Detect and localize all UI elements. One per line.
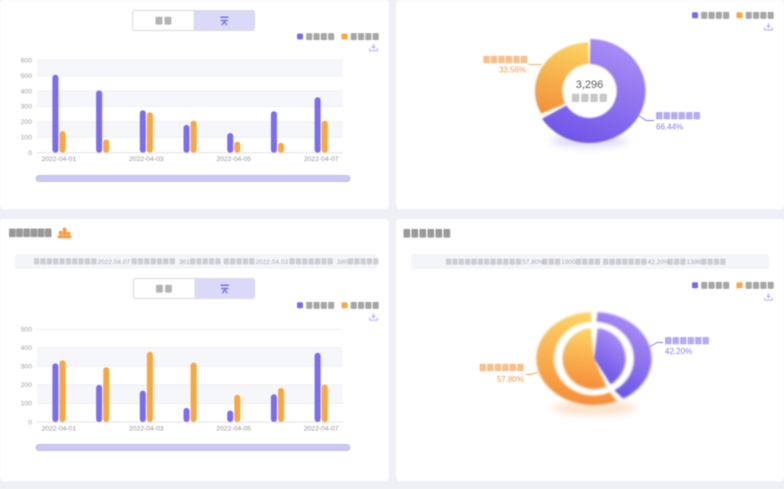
svg-text:100: 100 <box>21 135 33 142</box>
svg-text:600: 600 <box>21 57 33 64</box>
svg-text:1386: 1386 <box>687 259 702 266</box>
svg-text:3,296: 3,296 <box>576 79 604 91</box>
svg-text:300: 300 <box>21 364 33 371</box>
svg-text:500: 500 <box>21 73 33 80</box>
svg-text:33.56%: 33.56% <box>499 66 526 75</box>
svg-text:2022-04-03: 2022-04-03 <box>129 156 164 163</box>
svg-text:2022-04-07: 2022-04-07 <box>304 156 339 163</box>
svg-text:1900: 1900 <box>561 259 576 266</box>
svg-text:200: 200 <box>21 382 33 389</box>
svg-text:100: 100 <box>21 401 33 408</box>
svg-text:2022-04-07: 2022-04-07 <box>304 426 339 433</box>
svg-text:400: 400 <box>21 345 33 352</box>
svg-text:2022-04-05: 2022-04-05 <box>216 156 251 163</box>
svg-text:42.20%: 42.20% <box>665 347 692 356</box>
svg-text:200: 200 <box>21 119 33 126</box>
svg-text:2022-04-01: 2022-04-01 <box>41 156 76 163</box>
svg-text:0: 0 <box>28 150 32 157</box>
svg-text:2022-04-05: 2022-04-05 <box>216 426 251 433</box>
svg-text:66.44%: 66.44% <box>656 123 683 132</box>
svg-text:500: 500 <box>21 327 33 334</box>
svg-text:2022-04-01: 2022-04-01 <box>41 426 76 433</box>
svg-text:361: 361 <box>179 259 190 266</box>
svg-text:380: 380 <box>337 259 348 266</box>
svg-text:2022-04-03: 2022-04-03 <box>129 426 164 433</box>
svg-text:57.80%: 57.80% <box>522 259 544 266</box>
svg-text:57.80%: 57.80% <box>497 375 524 384</box>
svg-text:400: 400 <box>21 88 33 95</box>
svg-text:2022.04.07: 2022.04.07 <box>98 259 131 266</box>
svg-text:42.20%: 42.20% <box>648 259 670 266</box>
svg-text:300: 300 <box>21 104 33 111</box>
svg-text:0: 0 <box>28 419 32 426</box>
svg-text:2022.04.03: 2022.04.03 <box>255 259 288 266</box>
